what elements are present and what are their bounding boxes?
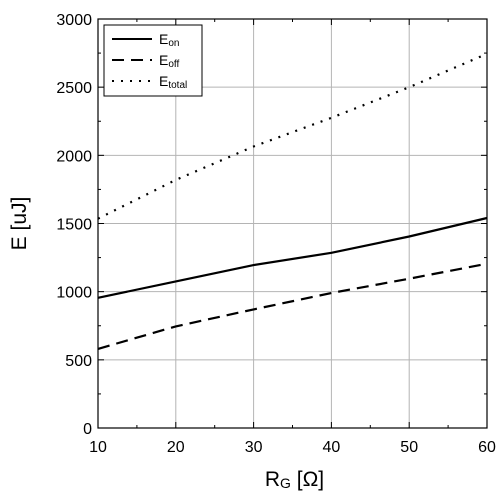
legend-label-eoff: Eoff	[159, 52, 180, 70]
y-tick-label: 500	[65, 353, 92, 370]
x-tick-label: 30	[245, 439, 263, 456]
y-tick-labels: 0 500 1000 1500 2000 2500 3000	[56, 12, 92, 438]
x-tick-label: 10	[89, 439, 107, 456]
y-tick-label: 3000	[56, 12, 92, 29]
series-layer	[97, 52, 488, 350]
x-tick-label: 40	[323, 439, 341, 456]
series-line-eon	[97, 216, 488, 299]
y-tick-label: 2500	[56, 80, 92, 97]
legend-label-eon: Eon	[159, 31, 179, 49]
x-tick-label: 60	[478, 439, 496, 456]
x-tick-labels: 10 20 30 40 50 60	[89, 439, 496, 456]
legend-label-main: E	[159, 52, 168, 68]
legend-label-sub: total	[168, 80, 187, 91]
legend-label-etotal: Etotal	[159, 73, 187, 91]
y-tick-label: 1000	[56, 285, 92, 302]
y-axis-title: E [uJ]	[8, 197, 31, 251]
x-axis-title: RG [Ω]	[265, 468, 324, 491]
legend-label-sub: on	[168, 38, 179, 49]
legend-label-main: E	[159, 73, 168, 89]
y-tick-label: 1500	[56, 217, 92, 234]
x-tick-label: 50	[400, 439, 418, 456]
y-tick-label: 2000	[56, 148, 92, 165]
legend-label-sub: off	[168, 59, 179, 70]
x-axis-title-unit: [Ω]	[291, 468, 324, 491]
x-tick-label: 20	[167, 439, 185, 456]
legend-label-main: E	[159, 31, 168, 47]
plot-frame	[97, 18, 488, 429]
series-line-eoff	[97, 262, 488, 350]
x-axis-title-main: R	[265, 468, 280, 491]
y-tick-label: 0	[83, 421, 92, 438]
series-line-etotal	[97, 52, 488, 220]
grid	[98, 19, 487, 428]
x-axis-title-sub: G	[280, 475, 291, 491]
